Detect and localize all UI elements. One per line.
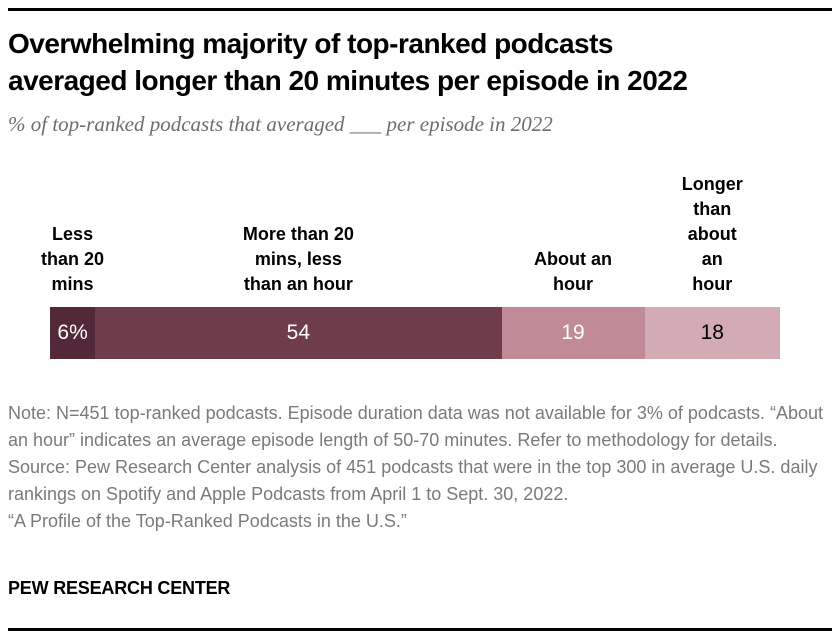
note-text: Note: N=451 top-ranked podcasts. Episode… [8,403,824,450]
chart-subtitle: % of top-ranked podcasts that averaged _… [8,112,553,136]
top-rule [8,8,832,11]
category-label-2: About an hour [534,249,613,294]
notes-block: Note: N=451 top-ranked podcasts. Episode… [8,400,832,535]
pew-research-center-wordmark: PEW RESEARCH CENTER [8,578,231,598]
bar-segment-1: 54 [95,307,502,359]
category-label-1: More than 20 mins, less than an hour [242,224,354,294]
bar-segment-2: 19 [501,307,645,359]
chart-title: Overwhelming majority of top-ranked podc… [8,28,688,97]
source-text: Source: Pew Research Center analysis of … [8,457,818,504]
bar-segment-3: 18 [644,307,780,359]
bar-segment-0: 6% [50,307,96,359]
citation-text: “A Profile of the Top-Ranked Podcasts in… [8,511,407,531]
category-label-3: Longer than about an hour [681,174,743,294]
category-label-0: Less than 20 mins [41,224,105,294]
stacked-bar: 6% 54 19 18 [50,307,780,359]
category-labels: Less than 20 mins More than 20 mins, less… [41,174,780,297]
bottom-rule [8,628,832,631]
